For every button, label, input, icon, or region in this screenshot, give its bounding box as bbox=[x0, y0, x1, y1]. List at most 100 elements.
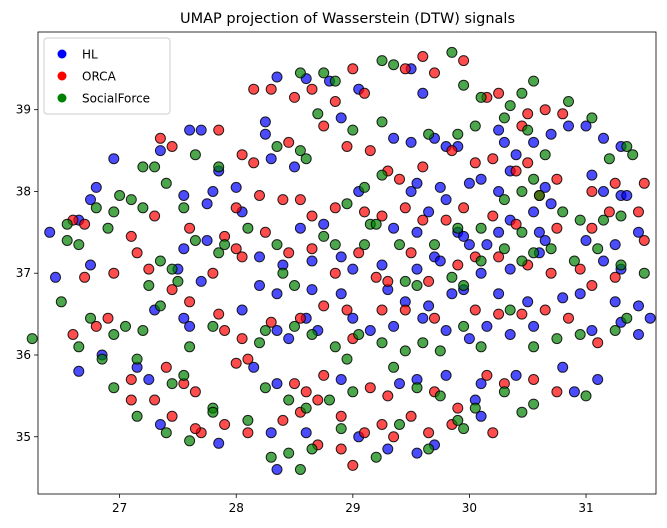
data-point bbox=[236, 304, 248, 316]
data-point bbox=[230, 202, 242, 214]
data-point bbox=[504, 263, 516, 275]
data-point bbox=[230, 243, 242, 255]
y-tick-label: 37 bbox=[16, 266, 31, 280]
data-point bbox=[539, 149, 551, 161]
data-point bbox=[207, 186, 219, 197]
data-point bbox=[458, 79, 470, 91]
data-point bbox=[586, 325, 598, 336]
data-point bbox=[522, 124, 534, 136]
data-point bbox=[510, 149, 522, 161]
data-point bbox=[324, 394, 335, 406]
data-point bbox=[294, 464, 306, 475]
data-point bbox=[300, 427, 312, 439]
data-point bbox=[574, 329, 586, 340]
data-point bbox=[446, 271, 458, 283]
data-point bbox=[493, 87, 505, 99]
data-point bbox=[143, 263, 155, 275]
data-point bbox=[458, 55, 470, 67]
data-point bbox=[213, 247, 225, 259]
data-point bbox=[580, 235, 592, 246]
data-point bbox=[545, 198, 557, 210]
legend-label: ORCA bbox=[82, 70, 117, 84]
data-point bbox=[137, 202, 149, 214]
data-point bbox=[487, 153, 499, 165]
data-point bbox=[627, 149, 639, 161]
data-point bbox=[545, 128, 557, 140]
data-point bbox=[633, 206, 644, 218]
data-point bbox=[347, 124, 359, 136]
data-point bbox=[621, 312, 633, 324]
data-point bbox=[189, 423, 201, 435]
x-tick-label: 29 bbox=[345, 501, 360, 515]
data-point bbox=[131, 410, 143, 422]
data-point bbox=[166, 284, 178, 296]
data-point bbox=[382, 390, 394, 402]
data-point bbox=[236, 149, 248, 161]
data-point bbox=[423, 128, 435, 140]
data-point bbox=[382, 275, 394, 287]
data-point bbox=[271, 71, 283, 83]
data-point bbox=[411, 263, 423, 275]
data-point bbox=[85, 259, 96, 271]
data-point bbox=[429, 312, 440, 324]
data-point bbox=[493, 124, 505, 136]
data-point bbox=[394, 378, 405, 390]
data-point bbox=[469, 120, 481, 132]
data-point bbox=[137, 161, 149, 173]
data-point bbox=[633, 226, 644, 238]
data-point bbox=[405, 247, 417, 259]
data-point bbox=[399, 275, 411, 287]
data-point bbox=[516, 226, 528, 238]
data-point bbox=[213, 437, 225, 449]
data-point bbox=[178, 190, 190, 201]
data-point bbox=[242, 222, 254, 234]
data-point bbox=[475, 91, 487, 103]
data-point bbox=[551, 333, 563, 345]
data-point bbox=[516, 186, 528, 197]
data-point bbox=[609, 325, 621, 336]
data-point bbox=[528, 320, 540, 332]
y-tick-label: 39 bbox=[16, 103, 31, 117]
data-point bbox=[638, 267, 650, 279]
data-point bbox=[528, 75, 540, 87]
data-point bbox=[178, 312, 190, 324]
data-point bbox=[533, 226, 545, 238]
data-point bbox=[277, 194, 289, 206]
data-point bbox=[271, 378, 283, 390]
data-point bbox=[446, 288, 458, 300]
data-point bbox=[458, 280, 470, 291]
data-point bbox=[423, 427, 435, 439]
data-point bbox=[452, 128, 464, 140]
data-point bbox=[557, 361, 569, 373]
data-point bbox=[364, 145, 376, 157]
data-point bbox=[551, 386, 563, 398]
data-point bbox=[283, 447, 295, 459]
data-point bbox=[370, 218, 382, 230]
data-point bbox=[388, 431, 400, 443]
data-point bbox=[294, 145, 306, 157]
data-point bbox=[341, 198, 353, 210]
x-axis: 27 28 29 30 31 bbox=[112, 494, 594, 515]
data-point bbox=[493, 251, 505, 263]
data-point bbox=[359, 239, 370, 251]
data-point bbox=[522, 108, 534, 120]
data-point bbox=[475, 267, 487, 279]
data-point bbox=[195, 124, 207, 136]
data-point bbox=[388, 59, 400, 71]
legend-marker bbox=[57, 93, 67, 103]
data-point bbox=[102, 222, 114, 234]
data-point bbox=[184, 320, 196, 332]
data-point bbox=[493, 186, 505, 197]
data-point bbox=[469, 304, 481, 316]
data-point bbox=[294, 312, 306, 324]
data-point bbox=[598, 255, 609, 267]
data-point bbox=[475, 255, 487, 267]
data-point bbox=[574, 214, 586, 226]
data-point bbox=[108, 206, 120, 218]
data-point bbox=[283, 333, 295, 345]
data-point bbox=[219, 419, 231, 430]
data-point bbox=[306, 83, 318, 95]
data-point bbox=[79, 271, 91, 283]
data-point bbox=[335, 251, 347, 263]
data-point bbox=[61, 218, 73, 230]
